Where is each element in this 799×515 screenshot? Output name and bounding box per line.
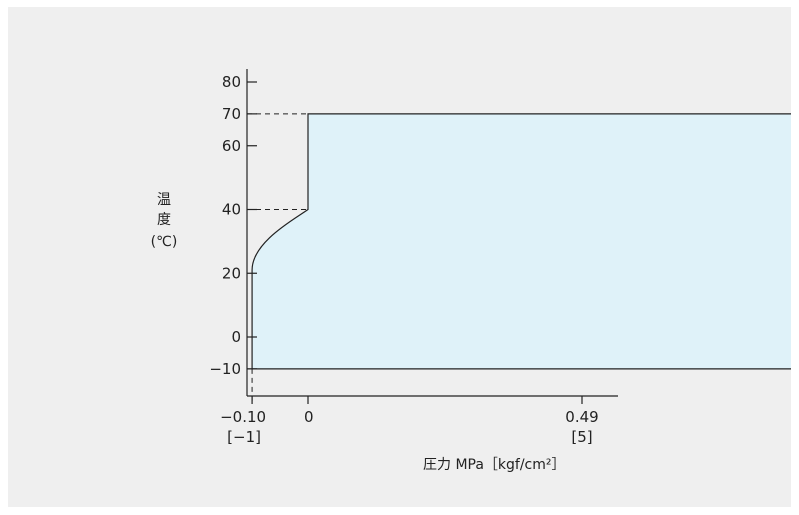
y-tick-label: 0 (231, 328, 241, 346)
y-tick-label: 40 (222, 201, 241, 219)
y-axis-label-line-1: 温 (157, 192, 171, 208)
y-tick-label: 80 (222, 73, 241, 91)
y-axis-label-line-2: 度 (157, 212, 171, 228)
x-tick-label: 0.49 (565, 408, 598, 426)
x-axis-label: 圧力 MPa［kgf/cm²］ (423, 457, 566, 473)
y-ticks: −10 0 20 40 60 70 80 (209, 73, 257, 378)
y-tick-label: 20 (222, 264, 241, 282)
x-tick-sublabel: [−1] (227, 428, 261, 446)
y-axis-label-line-3: (℃) (151, 234, 178, 250)
y-tick-label: −10 (209, 360, 241, 378)
operating-region (251, 113, 791, 370)
y-tick-label: 60 (222, 137, 241, 155)
x-tick-label: −0.10 (220, 408, 266, 426)
y-tick-label: 70 (222, 105, 241, 123)
x-tick-label: 0 (304, 408, 314, 426)
x-tick-sublabel: [5] (571, 428, 592, 446)
x-ticks: −0.10[−1]00.49[5]0.98[10] (220, 396, 599, 446)
